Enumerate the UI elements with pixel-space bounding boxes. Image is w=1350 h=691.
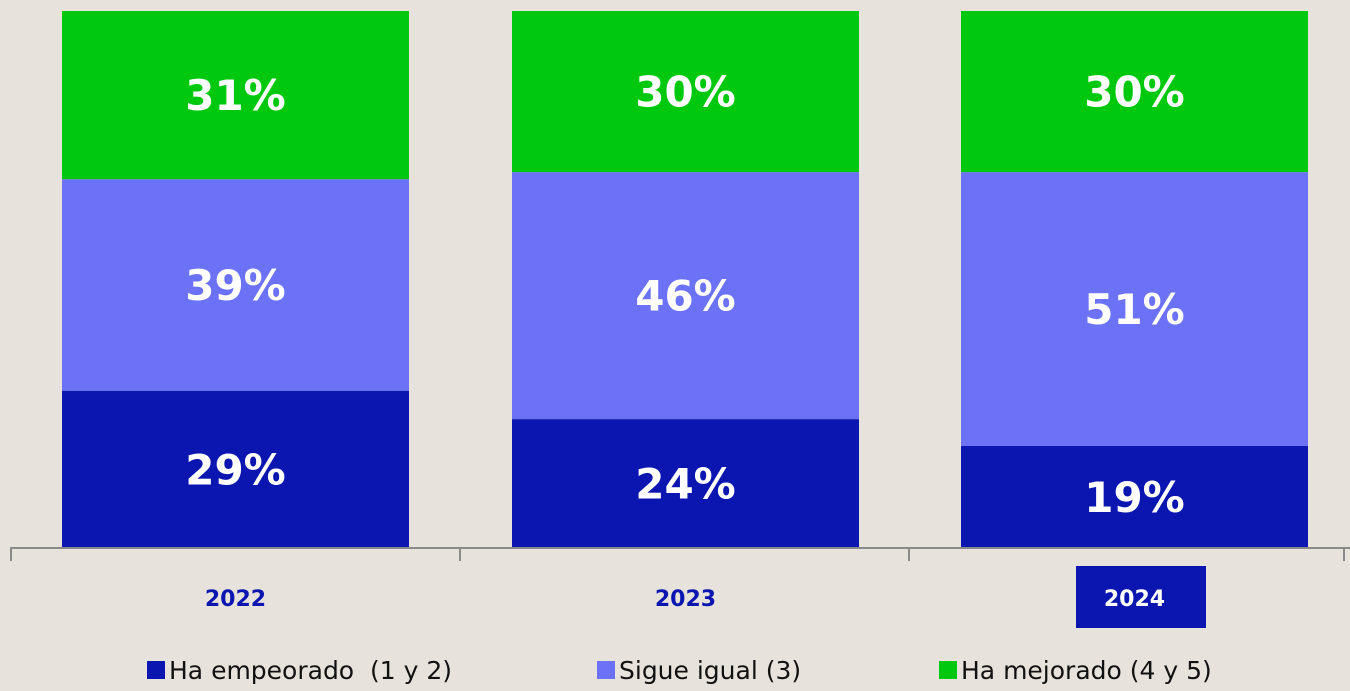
- bar-segment-mejorado-2023: [512, 11, 859, 173]
- legend-label-igual: Sigue igual (3): [619, 655, 802, 685]
- bar-segment-igual-2023: [512, 172, 859, 420]
- data-label-mejorado-2023: 30%: [635, 68, 736, 117]
- bar-segment-empeorado-2022: [62, 390, 409, 548]
- legend-swatch-mejorado: [939, 661, 957, 679]
- legend: Ha empeorado (1 y 2) Sigue igual (3) Ha …: [0, 650, 1350, 690]
- data-label-empeorado-2022: 29%: [185, 445, 286, 494]
- legend-label-empeorado: Ha empeorado (1 y 2): [169, 655, 453, 685]
- legend-item-empeorado: Ha empeorado (1 y 2): [147, 650, 452, 690]
- bar-segment-igual-2024: [961, 172, 1308, 446]
- legend-swatch-empeorado: [147, 661, 165, 679]
- bar-segment-mejorado-2024: [961, 11, 1308, 173]
- data-label-igual-2023: 46%: [635, 272, 736, 321]
- data-label-empeorado-2023: 24%: [635, 460, 736, 509]
- highlight-box-2024: [1076, 566, 1206, 628]
- bar-segment-empeorado-2024: [961, 445, 1308, 548]
- stacked-bar-chart: 29% 39% 31% 24% 46% 30% 19% 51% 30% 2022 2023 2024: [10, 11, 1350, 628]
- legend-item-igual: Sigue igual (3): [597, 650, 801, 690]
- x-tick-label-2023: 2023: [655, 587, 716, 612]
- bar-segment-mejorado-2022: [62, 11, 409, 180]
- data-label-mejorado-2024: 30%: [1084, 68, 1185, 117]
- data-label-igual-2022: 39%: [185, 261, 286, 310]
- legend-swatch-igual: [597, 661, 615, 679]
- legend-item-mejorado: Ha mejorado (4 y 5): [939, 650, 1212, 690]
- bar-segment-empeorado-2023: [512, 419, 859, 548]
- bar-segment-igual-2022: [62, 179, 409, 391]
- data-label-empeorado-2024: 19%: [1084, 473, 1185, 522]
- legend-label-mejorado: Ha mejorado (4 y 5): [961, 655, 1212, 685]
- x-tick-label-2024: 2024: [1104, 587, 1165, 612]
- data-label-igual-2024: 51%: [1084, 285, 1185, 334]
- x-tick-label-2022: 2022: [205, 587, 266, 612]
- data-label-mejorado-2022: 31%: [185, 71, 286, 120]
